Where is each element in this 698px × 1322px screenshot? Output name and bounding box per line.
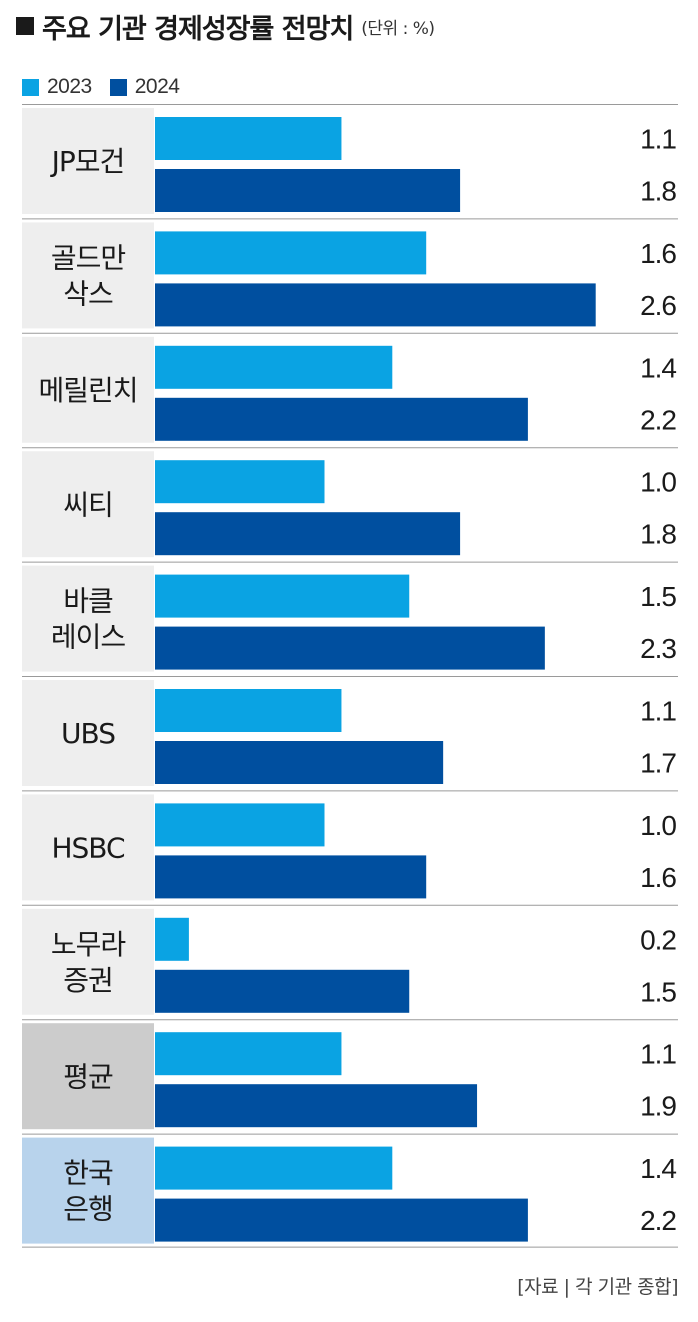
bar-2023 — [155, 689, 342, 732]
value-label-2024: 2.6 — [640, 290, 676, 321]
bar-2023 — [155, 460, 325, 504]
value-label-2023: 1.0 — [640, 467, 676, 498]
category-label-bg — [22, 108, 154, 214]
category-label-bg — [22, 794, 154, 901]
value-label-2023: 0.2 — [640, 924, 676, 955]
legend-swatch-2023 — [22, 78, 39, 96]
category-label-line: 은행 — [63, 1193, 113, 1226]
bar-2024 — [155, 1198, 528, 1242]
bar-2024 — [155, 283, 596, 327]
category-label-line: 골드만 — [51, 241, 126, 274]
bar-2024 — [155, 169, 461, 212]
value-label-2024: 2.2 — [640, 404, 676, 435]
legend-label-2024: 2024 — [134, 75, 180, 98]
bar-2024 — [155, 512, 461, 556]
bar-2024 — [155, 969, 410, 1013]
category-group: 씨티 1.0 1.8 — [22, 447, 678, 558]
legend: 2023 2024 — [22, 72, 197, 102]
category-group: 메릴린치 1.4 2.2 — [22, 332, 678, 443]
category-label-line: 레이스 — [51, 621, 126, 654]
value-label-2023: 1.1 — [640, 696, 676, 727]
bar-2024 — [155, 1084, 478, 1128]
value-label-2023: 1.0 — [640, 810, 676, 841]
bar-2023 — [155, 345, 393, 389]
bar-2024 — [155, 741, 444, 784]
value-label-2024: 1.8 — [640, 519, 676, 550]
legend-item-2024: 2024 — [109, 75, 180, 99]
category-label-bg — [22, 1023, 154, 1130]
legend-item-2023: 2023 — [22, 75, 92, 99]
value-label-2024: 1.9 — [640, 1091, 676, 1122]
category-label-bg — [22, 222, 154, 329]
value-label-2023: 1.1 — [640, 124, 676, 155]
chart-title: 주요 기관 경제성장률 전망치 — [42, 13, 354, 45]
value-label-2024: 1.8 — [640, 176, 676, 207]
bar-2024 — [155, 397, 528, 441]
category-label-line: 평균 — [63, 1060, 113, 1093]
category-label-line: HSBC — [51, 831, 125, 864]
category-label-line: 노무라 — [51, 928, 126, 961]
value-label-2023: 1.5 — [640, 581, 676, 612]
category-label-line: 바클 — [63, 585, 113, 618]
title-bullet-icon — [16, 17, 34, 35]
category-label-bg — [22, 565, 154, 672]
value-label-2023: 1.4 — [640, 352, 676, 383]
value-label-2024: 2.2 — [640, 1205, 676, 1236]
category-label-line: 씨티 — [63, 488, 113, 521]
category-label-line: UBS — [61, 717, 115, 750]
legend-swatch-2024 — [109, 78, 127, 96]
category-label-line: 증권 — [63, 964, 113, 997]
bar-2024 — [155, 626, 545, 670]
value-label-2023: 1.4 — [640, 1153, 676, 1184]
value-label-2023: 1.1 — [640, 1039, 676, 1070]
unit-label: (단위 : %) — [361, 18, 435, 39]
bar-2023 — [155, 917, 189, 961]
bar-2023 — [155, 574, 410, 618]
value-label-2024: 1.5 — [640, 976, 676, 1007]
category-label-bg — [22, 680, 154, 786]
category-group: 평균 1.1 1.9 — [22, 1019, 678, 1130]
category-group: HSBC 1.0 1.6 — [22, 790, 678, 901]
bar-2023 — [155, 231, 427, 275]
category-label-bg — [22, 1137, 154, 1244]
category-label-bg — [22, 451, 154, 558]
value-label-2024: 1.6 — [640, 862, 676, 893]
chart-title-block: 주요 기관 경제성장률 전망치 (단위 : %) — [16, 6, 435, 46]
bar-2023 — [155, 803, 325, 847]
source-note: [자료 | 각 기관 종합] — [517, 1276, 678, 1298]
bar-2024 — [155, 855, 427, 899]
value-label-2024: 2.3 — [640, 633, 676, 664]
category-label-line: 메릴린치 — [38, 374, 137, 407]
value-label-2024: 1.7 — [640, 748, 676, 779]
category-group: JP모건 1.1 1.8 — [22, 104, 678, 214]
category-label-bg — [22, 908, 154, 1015]
bar-2023 — [155, 1146, 393, 1190]
legend-label-2023: 2023 — [47, 75, 92, 98]
bar-2023 — [155, 1032, 342, 1076]
value-label-2023: 1.6 — [640, 238, 676, 269]
category-label-line: 삭스 — [63, 277, 113, 310]
bar-2023 — [155, 117, 342, 160]
category-label-line: 한국 — [63, 1157, 113, 1190]
category-group: UBS 1.1 1.7 — [22, 676, 678, 786]
category-label-bg — [22, 336, 154, 443]
category-label-line: JP모건 — [50, 145, 125, 178]
